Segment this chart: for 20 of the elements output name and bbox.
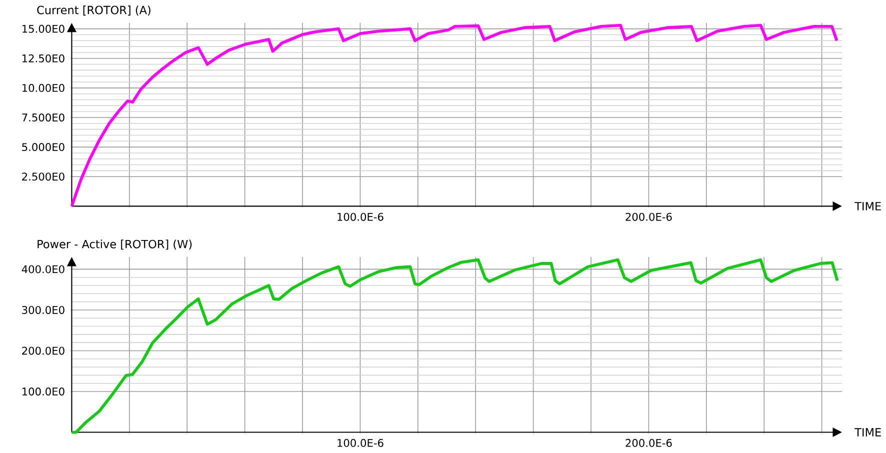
y-tick-label: 2.500E0 <box>22 172 64 181</box>
y-axis-title: Power - Active [ROTOR] (W) <box>38 240 192 250</box>
y-tick-label: 300.0E0 <box>22 306 64 314</box>
x-tick-label: 100.0E-6 <box>338 438 384 447</box>
x-axis-title: TIME <box>854 202 881 210</box>
y-tick-label: 12.50E0 <box>22 54 64 62</box>
y-tick-label: 5.000E0 <box>22 142 64 151</box>
line-series <box>70 258 839 434</box>
x-tick-label: 200.0E-6 <box>626 212 672 221</box>
y-axis-title: Current [ROTOR] (A) <box>37 5 150 16</box>
x-axis-title: TIME <box>854 428 881 436</box>
y-tick-label: 200.0E0 <box>22 346 64 355</box>
y-tick-label: 100.0E0 <box>22 387 64 396</box>
y-tick-label: 10.00E0 <box>22 84 64 92</box>
x-tick-label: 100.0E-6 <box>338 212 384 221</box>
line-series <box>70 24 838 208</box>
y-tick-label: 400.0E0 <box>22 265 64 274</box>
y-tick-label: 7.500E0 <box>22 113 64 122</box>
y-tick-label: 15.00E0 <box>22 24 64 33</box>
x-tick-label: 200.0E-6 <box>626 438 672 447</box>
